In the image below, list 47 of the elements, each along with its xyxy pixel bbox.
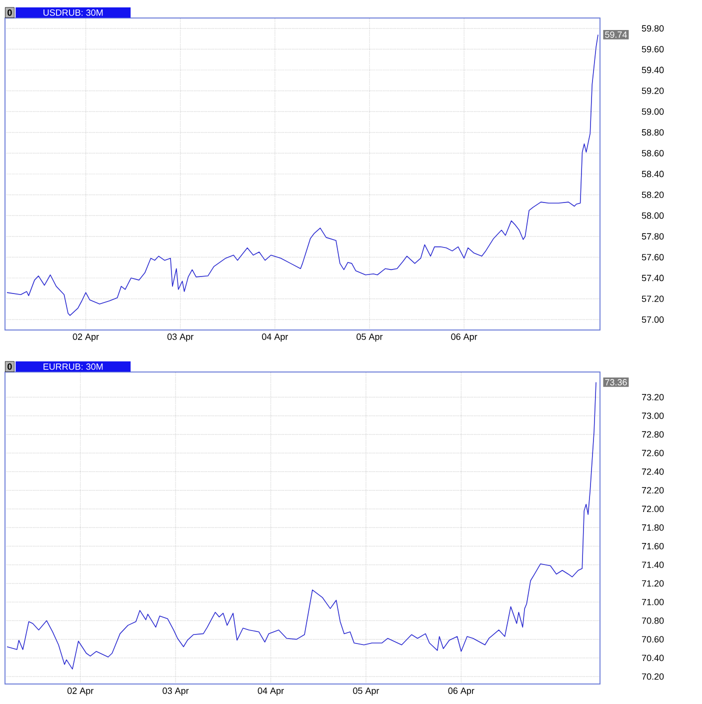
y-tick-label: 70.20: [642, 673, 664, 680]
y-tick-label: 72.60: [642, 450, 664, 456]
y-tick-label: 59.60: [642, 46, 664, 52]
x-tick-label: 04 Apr: [258, 688, 284, 696]
y-tick-label: 57.00: [642, 316, 664, 323]
y-tick-label: 71.80: [642, 524, 664, 531]
x-tick-label: 03 Apr: [162, 688, 189, 696]
y-tick-label: 70.60: [642, 636, 664, 642]
y-tick-label: 72.00: [642, 506, 664, 512]
y-tick-label: 58.80: [642, 129, 664, 136]
y-tick-label: 71.20: [642, 580, 664, 587]
x-tick-label: 05 Apr: [356, 334, 383, 342]
y-tick-label: 71.60: [642, 542, 664, 550]
chart-title: EURRUB: 30M: [44, 363, 103, 370]
y-tick-label: 70.40: [642, 654, 664, 662]
y-tick-label: 57.60: [642, 254, 664, 260]
y-tick-label: 57.20: [642, 296, 664, 302]
y-tick-label: 58.60: [642, 150, 664, 156]
y-tick-label: 59.80: [642, 25, 664, 32]
y-tick-label: 57.40: [642, 274, 664, 282]
y-tick-label: 58.20: [642, 192, 664, 198]
text: 0: [8, 9, 12, 16]
y-tick-label: 59.20: [642, 88, 664, 94]
x-tick-label: 02 Apr: [72, 334, 99, 342]
y-tick-label: 72.80: [642, 431, 664, 438]
text: 0: [8, 363, 12, 370]
y-tick-label: 72.40: [642, 468, 664, 475]
x-tick-label: 02 Apr: [67, 688, 94, 696]
y-tick-label: 58.40: [642, 170, 664, 178]
x-tick-label: 05 Apr: [353, 688, 380, 696]
y-tick-label: 71.40: [642, 562, 664, 568]
annotation: 59.74: [605, 31, 627, 38]
x-tick-label: 06 Apr: [451, 334, 478, 342]
y-tick-label: 59.00: [642, 108, 664, 115]
annotation: 73.36: [605, 379, 627, 386]
y-tick-label: 57.80: [642, 233, 664, 240]
chart-title: USDRUB: 30M: [44, 9, 103, 16]
y-tick-label: 58.00: [642, 212, 664, 219]
y-tick-label: 70.80: [642, 617, 664, 624]
x-tick-label: 06 Apr: [448, 688, 474, 696]
y-tick-label: 73.20: [642, 394, 664, 400]
x-tick-label: 03 Apr: [167, 334, 194, 342]
y-tick-label: 72.20: [642, 487, 664, 494]
y-tick-label: 59.40: [642, 66, 664, 74]
y-tick-label: 71.00: [642, 598, 664, 606]
y-tick-label: 73.00: [642, 412, 664, 419]
x-tick-label: 04 Apr: [262, 334, 288, 342]
